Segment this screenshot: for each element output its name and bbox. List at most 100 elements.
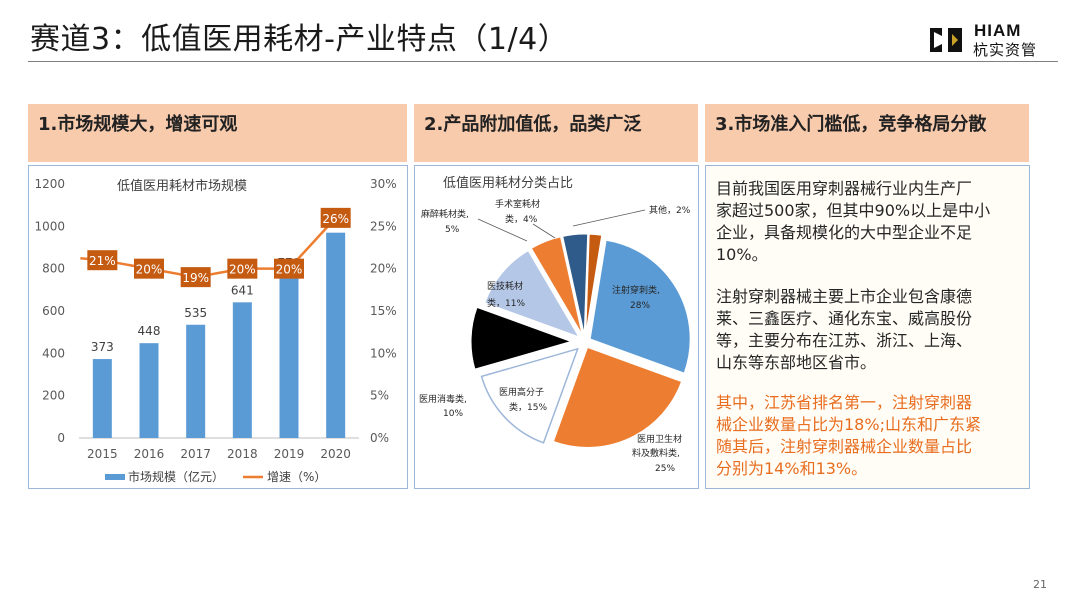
x-tick-label: 2018 — [227, 447, 258, 461]
paragraph-industry-overview: 目前我国医用穿刺器械行业内生产厂 家超过500家，但其中90%以上是中小 企业，… — [716, 178, 1011, 266]
legend-market-size: 市场规模（亿元） — [128, 469, 224, 484]
bar-value-label: 373 — [91, 340, 114, 354]
pie-label-surgery-1: 手术室耗材 — [495, 198, 540, 210]
pie-title: 低值医用耗材分类占比 — [443, 175, 573, 191]
y-tick-right: 20% — [370, 262, 397, 276]
bar-value-label: 448 — [138, 324, 161, 338]
pie-leader-lines — [477, 209, 646, 242]
pie-label-medtech-2: 类，11% — [487, 297, 525, 309]
market-size-chart-panel: 低值医用耗材市场规模 0 200 400 600 800 1000 1200 0% 5% 10%… — [28, 165, 408, 489]
section-header-2: 2.产品附加值低，品类广泛 — [414, 104, 698, 162]
growth-value-label: 20% — [136, 263, 163, 277]
bar-value-label: 535 — [184, 306, 207, 320]
bar-market-size — [232, 302, 252, 438]
pie-slice — [562, 233, 589, 335]
competition-text-panel: 目前我国医用穿刺器械行业内生产厂 家超过500家，但其中90%以上是中小 企业，… — [705, 165, 1030, 489]
bar-market-size — [326, 232, 346, 438]
pie-label-anesthesia-2: 5% — [445, 225, 460, 235]
logo-text-en: HIAM — [974, 21, 1022, 40]
market-size-chart: 低值医用耗材市场规模 0 200 400 600 800 1000 1200 0% 5% 10%… — [34, 177, 397, 484]
pie-label-anesthesia-1: 麻醉耗材类, — [421, 208, 469, 220]
y-tick-left: 1000 — [34, 219, 65, 233]
growth-label-box — [87, 250, 118, 271]
bar-market-size — [139, 343, 159, 438]
bar-market-size — [279, 275, 299, 438]
pie-label-injection-2: 28% — [630, 301, 650, 311]
category-pie-chart: 低值医用耗材分类占比 注射穿刺类, 28% 医用卫生材 料及敷料类, 25% 医… — [419, 175, 691, 474]
y-tick-right: 10% — [370, 346, 397, 360]
text-line: 山东等东部地区省市。 — [716, 353, 877, 372]
pie-label-other: 其他，2% — [649, 204, 691, 216]
pie-label-polymer-1: 医用高分子 — [499, 386, 544, 398]
hiam-logo-icon — [930, 28, 962, 52]
text-line: 家超过500家，但其中90%以上是中小 — [716, 201, 991, 220]
y-tick-left: 1200 — [34, 177, 65, 191]
pie-label-dressing-2: 料及敷料类, — [632, 447, 680, 459]
y-tick-right: 5% — [370, 389, 389, 403]
growth-value-label: 21% — [89, 254, 116, 268]
text-line: 等，主要分布在江苏、浙江、上海、 — [716, 331, 973, 350]
section-header-3: 3.市场准入门槛低，竞争格局分散 — [705, 104, 1029, 162]
bar-market-size — [92, 359, 112, 438]
text-line: 随其后，注射穿刺器械企业数量占比 — [716, 437, 973, 456]
text-line: 注射穿刺器械主要上市企业包含康德 — [716, 287, 973, 306]
pie-label-injection-1: 注射穿刺类, — [612, 284, 660, 296]
pie-label-dressing-3: 25% — [655, 464, 675, 474]
chart-title: 低值医用耗材市场规模 — [117, 178, 247, 194]
growth-value-label: 26% — [322, 212, 349, 226]
pie-slice — [470, 306, 573, 370]
y-tick-left: 800 — [42, 262, 65, 276]
pie-slice — [484, 249, 580, 338]
pie-slice — [589, 239, 691, 374]
growth-label-box — [180, 267, 211, 288]
growth-label-box — [320, 207, 351, 228]
page-title: 赛道3：低值医用耗材-产业特点（1/4） — [30, 22, 569, 57]
pie-slice — [585, 233, 603, 335]
bar-value-label: 641 — [231, 283, 254, 297]
y-tick-left: 200 — [42, 389, 65, 403]
pie-label-disinfect-1: 医用消毒类, — [419, 393, 467, 405]
y-tick-right: 25% — [370, 219, 397, 233]
growth-label-box — [274, 258, 304, 279]
y-tick-right: 0% — [370, 431, 389, 445]
pie-label-surgery-2: 类，4% — [505, 213, 538, 225]
company-logo: HIAM 杭实资管 — [930, 21, 1055, 59]
logo-text-cn: 杭实资管 — [973, 41, 1038, 59]
pie-label-disinfect-2: 10% — [443, 409, 463, 419]
page-number: 21 — [1033, 578, 1047, 591]
text-line: 械企业数量占比为18%;山东和广东紧 — [716, 415, 981, 434]
growth-value-label: 20% — [276, 263, 303, 277]
text-line: 分别为14%和13%。 — [716, 459, 868, 478]
text-line: 目前我国医用穿刺器械行业内生产厂 — [716, 179, 973, 198]
pie-slice — [480, 347, 579, 444]
category-pie-panel: 低值医用耗材分类占比 注射穿刺类, 28% 医用卫生材 料及敷料类, 25% 医… — [414, 165, 699, 489]
text-line: 10%。 — [716, 245, 768, 264]
title-rule — [28, 61, 1058, 62]
paragraph-listed-companies: 注射穿刺器械主要上市企业包含康德 莱、三鑫医疗、通化东宝、威高股份 等，主要分布… — [716, 286, 1011, 374]
legend-swatch-market-size — [105, 474, 125, 480]
pie-label-dressing-1: 医用卫生材 — [637, 433, 682, 445]
pie-slice — [552, 346, 683, 448]
legend-growth: 增速（%） — [267, 470, 326, 484]
growth-value-label: 20% — [229, 263, 256, 277]
growth-label-box — [227, 258, 258, 279]
growth-label-box — [134, 258, 164, 279]
pie-slice — [530, 236, 583, 335]
y-tick-right: 30% — [370, 177, 397, 191]
bar-market-size — [186, 324, 206, 438]
x-tick-label: 2015 — [87, 447, 118, 461]
chart-legend: 市场规模（亿元） 增速（%） — [105, 469, 326, 484]
x-tick-label: 2016 — [134, 447, 165, 461]
x-tick-label: 2019 — [274, 447, 305, 461]
y-tick-right: 15% — [370, 304, 397, 318]
y-tick-left: 0 — [57, 431, 65, 445]
x-tick-label: 2017 — [180, 447, 211, 461]
text-line: 其中，江苏省排名第一，注射穿刺器 — [716, 393, 973, 412]
y-tick-left: 600 — [42, 304, 65, 318]
text-line: 莱、三鑫医疗、通化东宝、威高股份 — [716, 309, 973, 328]
y-tick-left: 400 — [42, 346, 65, 360]
x-tick-label: 2020 — [320, 447, 351, 461]
growth-value-label: 19% — [182, 271, 209, 285]
text-line: 企业，具备规模化的大中型企业不足 — [716, 223, 973, 242]
pie-label-medtech-1: 医技耗材 — [487, 280, 523, 292]
